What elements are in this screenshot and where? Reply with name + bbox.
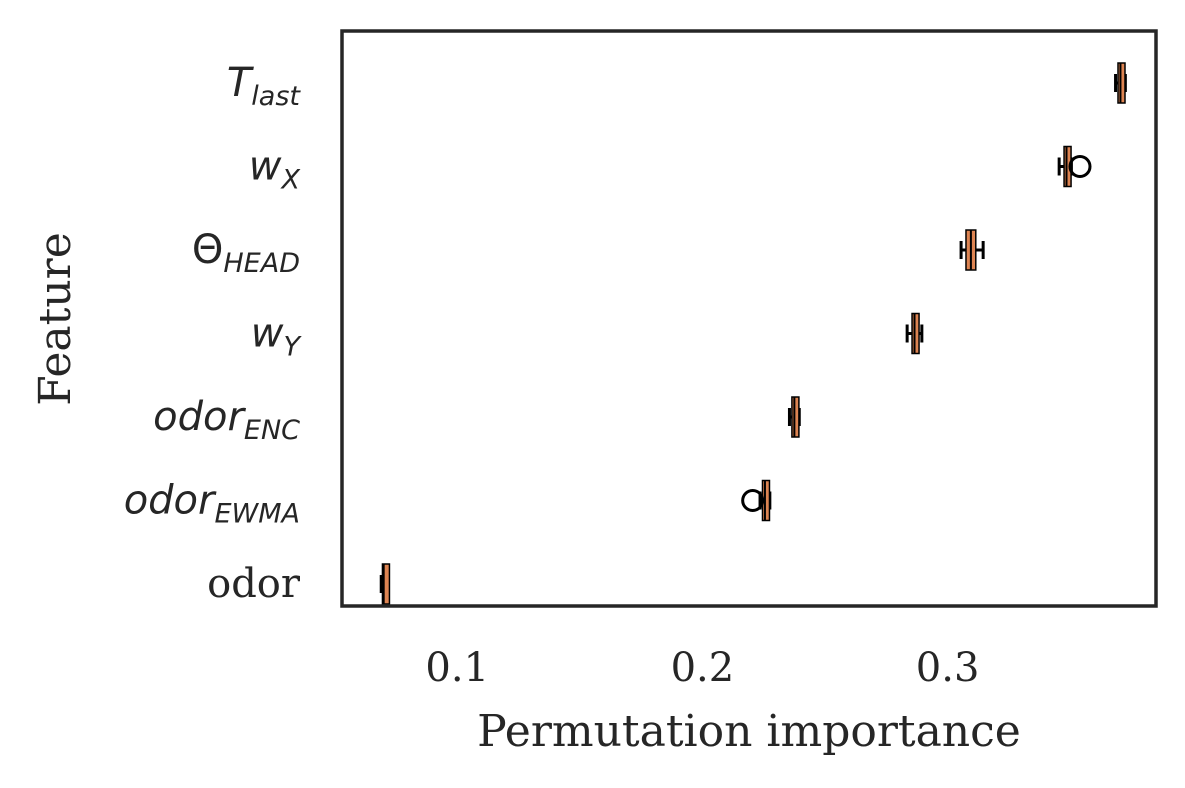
box-6 — [381, 563, 391, 605]
x-axis-title: Permutation importance — [477, 706, 1021, 757]
plot-area — [342, 31, 1156, 606]
x-tick-label-1: 0.2 — [671, 645, 735, 691]
y-label-6: odor — [207, 561, 301, 607]
box-group-1 — [1057, 145, 1092, 188]
y-label-4: odorENC — [153, 394, 300, 446]
box-group-0 — [1114, 62, 1127, 104]
box-0 — [1117, 62, 1126, 104]
y-label-sub-3: Y — [284, 332, 303, 363]
y-label-3: wY — [251, 311, 303, 363]
x-tick-label-0: 0.1 — [425, 645, 489, 691]
box-group-6 — [379, 563, 391, 605]
box-group-4 — [787, 396, 801, 438]
y-label-sub-4: ENC — [244, 415, 300, 446]
boxplot-marks — [379, 62, 1127, 605]
box-3 — [911, 312, 920, 355]
y-label-5: odorEWMA — [124, 478, 300, 530]
y-label-main-5: odor — [124, 478, 217, 524]
y-label-sub-5: EWMA — [214, 499, 300, 530]
box-group-3 — [905, 312, 924, 355]
y-label-sub-0: last — [251, 81, 301, 112]
y-label-main-0: T — [227, 60, 255, 106]
y-label-main-2: Θ — [192, 227, 223, 273]
outlier-1-0 — [1068, 155, 1092, 178]
outlier-5-0 — [741, 489, 765, 512]
plot-frame — [340, 29, 1158, 608]
y-label-1: wX — [249, 144, 301, 196]
y-label-sub-2: HEAD — [223, 248, 300, 279]
x-tick-label-2: 0.3 — [916, 645, 980, 691]
y-label-2: ΘHEAD — [192, 227, 300, 279]
y-label-main-1: w — [249, 144, 282, 190]
y-label-main-4: odor — [153, 394, 246, 440]
y-label-main-3: w — [251, 311, 284, 357]
y-label-sub-1: X — [280, 165, 301, 196]
box-group-5 — [741, 479, 772, 522]
y-label-0: Tlast — [227, 60, 302, 112]
x-tick-labels: 0.1 0.2 0.3 — [425, 645, 979, 691]
box-4 — [791, 396, 800, 438]
y-label-main-6: odor — [207, 561, 301, 607]
box-group-2 — [959, 229, 985, 271]
y-axis-title: Feature — [30, 232, 81, 406]
